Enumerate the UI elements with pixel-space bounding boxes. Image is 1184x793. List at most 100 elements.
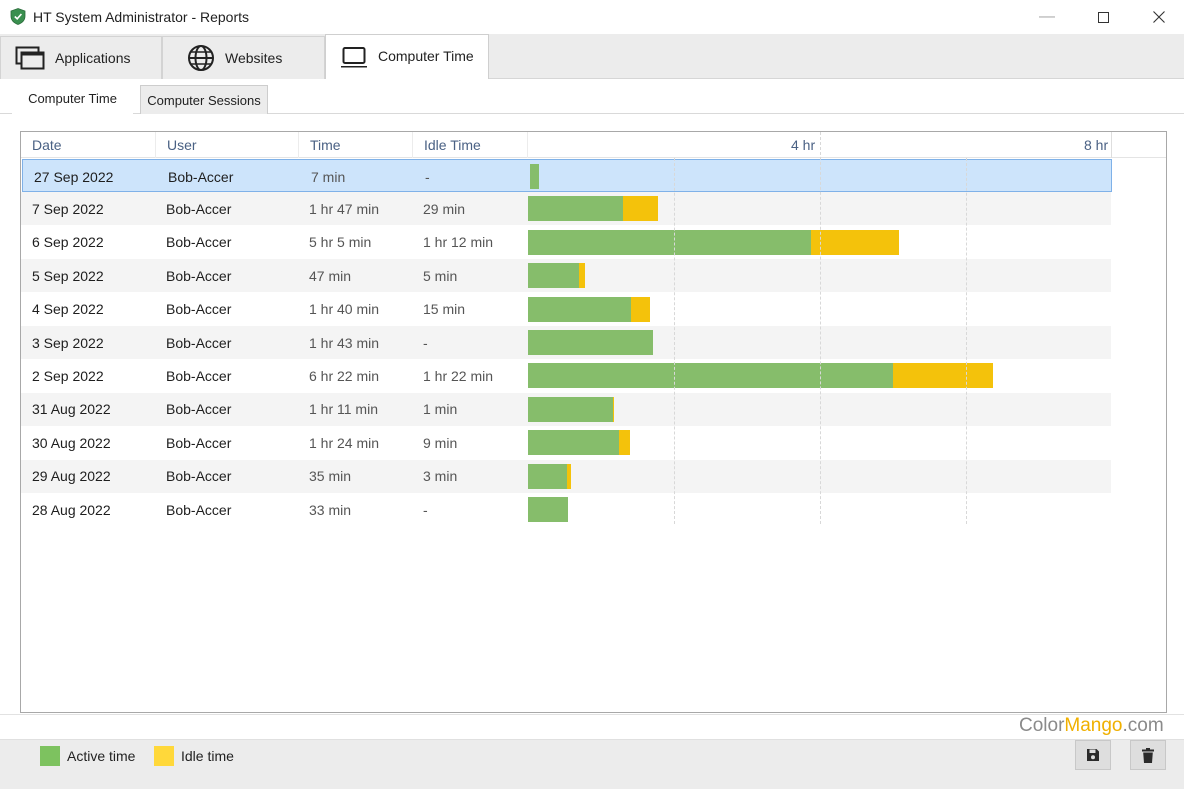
cell-date: 31 Aug 2022 bbox=[32, 401, 111, 418]
title-bar: HT System Administrator - Reports — bbox=[0, 0, 1184, 34]
globe-icon bbox=[187, 44, 215, 72]
active-time-bar bbox=[528, 463, 567, 489]
active-time-bar bbox=[530, 164, 539, 189]
column-header-time[interactable]: Time bbox=[299, 132, 413, 158]
cell-time: 1 hr 40 min bbox=[309, 301, 380, 318]
cell-idle-time: 9 min bbox=[423, 434, 458, 451]
table-row[interactable]: 6 Sep 2022 Bob-Accer 5 hr 5 min 1 hr 12 min bbox=[21, 226, 1111, 259]
table-row[interactable]: 7 Sep 2022 Bob-Accer 1 hr 47 min 29 min bbox=[21, 192, 1111, 226]
idle-time-bar bbox=[622, 196, 659, 222]
cell-date: 27 Sep 2022 bbox=[34, 168, 114, 185]
sub-tabs: Computer Time Computer Sessions bbox=[0, 79, 1184, 114]
idle-time-bar bbox=[631, 296, 650, 322]
tab-applications[interactable]: Applications bbox=[0, 36, 162, 79]
cell-user: Bob-Accer bbox=[168, 168, 234, 185]
table-row[interactable]: 29 Aug 2022 Bob-Accer 35 min 3 min bbox=[21, 459, 1111, 493]
column-header-idle-time[interactable]: Idle Time bbox=[413, 132, 528, 158]
cell-date: 7 Sep 2022 bbox=[32, 200, 104, 217]
maximize-button[interactable] bbox=[1080, 0, 1126, 34]
minimize-icon: — bbox=[1039, 8, 1055, 25]
cell-user: Bob-Accer bbox=[166, 367, 232, 384]
legend-swatch-active bbox=[40, 746, 60, 766]
scale-label-8hr: 8 hr bbox=[1084, 137, 1109, 153]
table-row[interactable]: 3 Sep 2022 Bob-Accer 1 hr 43 min - bbox=[21, 326, 1111, 359]
cell-time: 35 min bbox=[309, 468, 352, 485]
cell-date: 28 Aug 2022 bbox=[32, 501, 111, 518]
idle-time-bar bbox=[619, 430, 631, 456]
cell-user: Bob-Accer bbox=[166, 267, 232, 284]
close-button[interactable] bbox=[1136, 0, 1182, 34]
idle-time-bar bbox=[579, 263, 586, 289]
table-row[interactable]: 27 Sep 2022 Bob-Accer 7 min - bbox=[22, 159, 1112, 192]
tab-websites[interactable]: Websites bbox=[162, 36, 325, 79]
idle-time-bar bbox=[811, 229, 900, 255]
table-row[interactable]: 5 Sep 2022 Bob-Accer 47 min 5 min bbox=[21, 259, 1111, 293]
subtab-computer-time[interactable]: Computer Time bbox=[12, 83, 133, 114]
legend-label-active: Active time bbox=[67, 748, 136, 764]
active-time-bar bbox=[528, 497, 569, 522]
close-icon bbox=[1153, 11, 1165, 23]
cell-date: 5 Sep 2022 bbox=[32, 267, 104, 284]
active-time-bar bbox=[528, 430, 620, 456]
active-time-bar bbox=[528, 363, 893, 389]
bottom-divider bbox=[0, 714, 1184, 715]
table-row[interactable]: 4 Sep 2022 Bob-Accer 1 hr 40 min 15 min bbox=[21, 293, 1111, 326]
applications-icon bbox=[15, 46, 45, 70]
cell-date: 29 Aug 2022 bbox=[32, 468, 111, 485]
cell-time: 1 hr 47 min bbox=[309, 200, 380, 217]
minimize-button[interactable]: — bbox=[1024, 0, 1070, 34]
main-tabs: Applications Websites Computer Time bbox=[0, 34, 1184, 80]
idle-time-bar bbox=[893, 363, 993, 389]
cell-idle-time: 5 min bbox=[423, 267, 458, 284]
column-header-user[interactable]: User bbox=[156, 132, 299, 158]
cell-user: Bob-Accer bbox=[166, 401, 232, 418]
cell-time: 33 min bbox=[309, 501, 352, 518]
grid-header: Date User Time Idle Time 4 hr 8 hr bbox=[21, 132, 1166, 158]
tab-computer-time[interactable]: Computer Time bbox=[325, 34, 489, 80]
cell-time: 47 min bbox=[309, 267, 352, 284]
cell-idle-time: 1 hr 12 min bbox=[423, 234, 494, 251]
column-header-date[interactable]: Date bbox=[21, 132, 156, 158]
active-time-bar bbox=[528, 263, 580, 289]
computer-time-grid[interactable]: Date User Time Idle Time 4 hr 8 hr 27 Se… bbox=[20, 131, 1167, 713]
cell-user: Bob-Accer bbox=[166, 234, 232, 251]
legend-bar: Active time Idle time bbox=[0, 739, 1184, 789]
tab-websites-label: Websites bbox=[225, 50, 283, 66]
header-right-divider bbox=[1111, 132, 1112, 158]
cell-time: 1 hr 43 min bbox=[309, 334, 380, 351]
save-button[interactable] bbox=[1075, 740, 1111, 770]
active-time-bar bbox=[528, 229, 812, 255]
legend-label-idle: Idle time bbox=[181, 748, 234, 764]
cell-time: 6 hr 22 min bbox=[309, 367, 380, 384]
cell-time: 5 hr 5 min bbox=[309, 234, 372, 251]
cell-idle-time: - bbox=[425, 168, 430, 185]
cell-idle-time: 3 min bbox=[423, 468, 458, 485]
table-row[interactable]: 28 Aug 2022 Bob-Accer 33 min - bbox=[21, 493, 1111, 526]
idle-time-bar bbox=[566, 463, 571, 489]
cell-date: 6 Sep 2022 bbox=[32, 234, 104, 251]
table-row[interactable]: 30 Aug 2022 Bob-Accer 1 hr 24 min 9 min bbox=[21, 426, 1111, 459]
cell-user: Bob-Accer bbox=[166, 334, 232, 351]
tab-applications-label: Applications bbox=[55, 50, 131, 66]
table-row[interactable]: 2 Sep 2022 Bob-Accer 6 hr 22 min 1 hr 22 mi… bbox=[21, 359, 1111, 392]
delete-button[interactable] bbox=[1130, 740, 1166, 770]
window-title: HT System Administrator - Reports bbox=[33, 9, 250, 25]
subtab-computer-sessions[interactable]: Computer Sessions bbox=[140, 85, 268, 114]
active-time-bar bbox=[528, 396, 614, 422]
cell-user: Bob-Accer bbox=[166, 200, 232, 217]
cell-date: 2 Sep 2022 bbox=[32, 367, 104, 384]
maximize-icon bbox=[1097, 11, 1109, 23]
cell-user: Bob-Accer bbox=[166, 301, 232, 318]
gridline-4hr bbox=[820, 132, 821, 524]
cell-user: Bob-Accer bbox=[166, 468, 232, 485]
table-row[interactable]: 31 Aug 2022 Bob-Accer 1 hr 11 min 1 min bbox=[21, 392, 1111, 426]
idle-time-bar bbox=[613, 396, 615, 422]
cell-time: 1 hr 24 min bbox=[309, 434, 380, 451]
active-time-bar bbox=[528, 296, 632, 322]
tab-computer-time-label: Computer Time bbox=[378, 48, 474, 64]
cell-time: 7 min bbox=[311, 168, 346, 185]
cell-user: Bob-Accer bbox=[166, 501, 232, 518]
cell-date: 4 Sep 2022 bbox=[32, 301, 104, 318]
cell-date: 3 Sep 2022 bbox=[32, 334, 104, 351]
shield-check-icon bbox=[10, 8, 26, 25]
